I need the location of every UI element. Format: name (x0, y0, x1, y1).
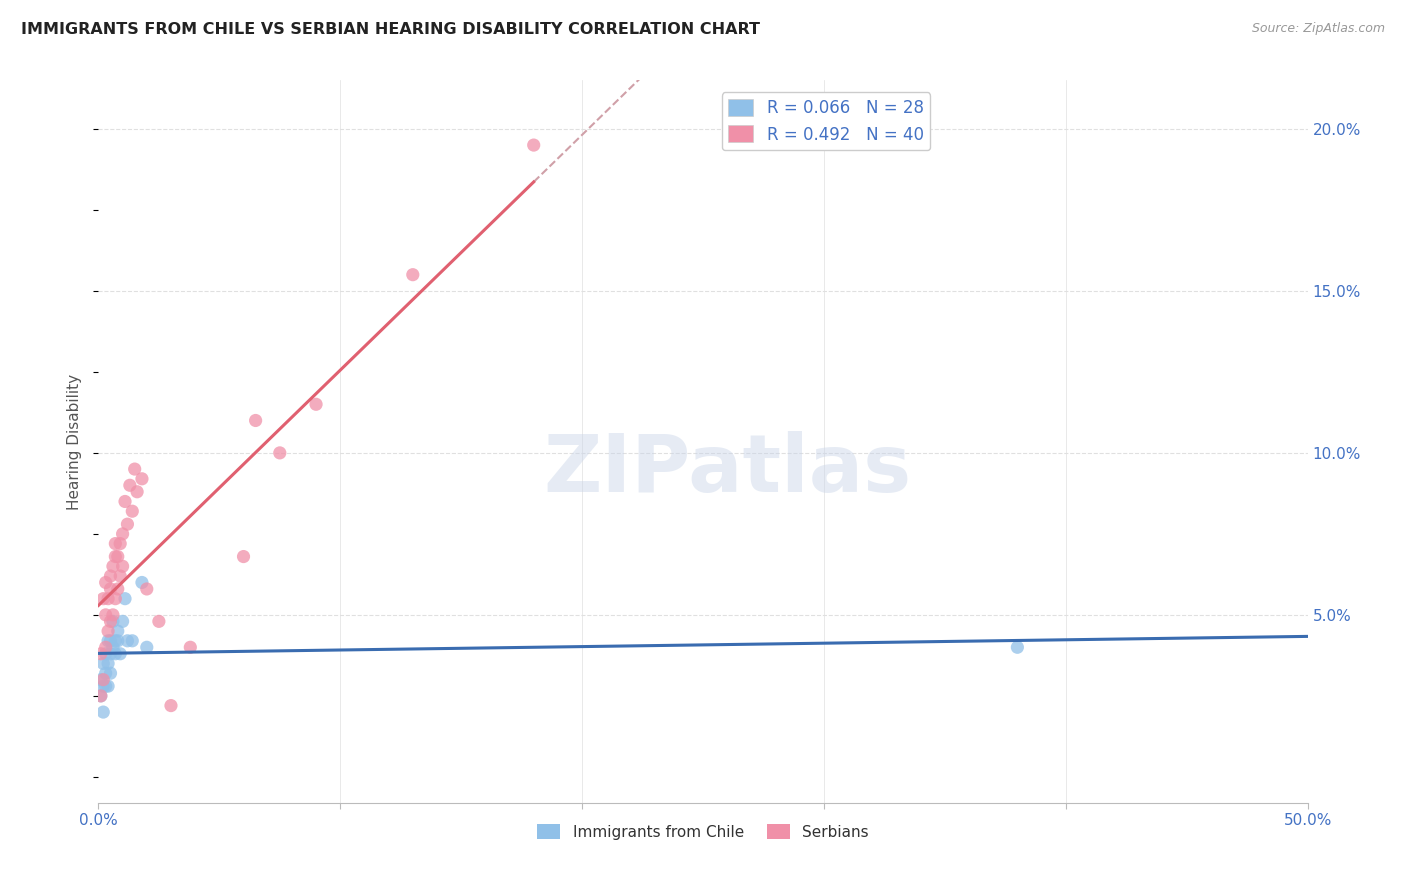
Point (232, 549, 254, 564)
Point (91, 679, 114, 693)
Point (160, 698, 183, 713)
Point (100, 569, 122, 583)
Text: Source: ZipAtlas.com: Source: ZipAtlas.com (1251, 22, 1385, 36)
Point (1007, 640, 1029, 655)
Point (97, 679, 120, 693)
Point (97, 624, 120, 638)
Point (97, 591, 120, 606)
Point (117, 517, 139, 532)
Point (108, 536, 131, 550)
Point (107, 633, 129, 648)
Point (245, 413, 267, 427)
Point (101, 559, 124, 574)
Point (94, 647, 117, 661)
Point (117, 633, 139, 648)
Point (94, 575, 117, 590)
Point (179, 640, 201, 655)
Point (91, 591, 114, 606)
Point (121, 504, 143, 518)
Y-axis label: Hearing Disability: Hearing Disability (67, 374, 83, 509)
Point (97, 657, 120, 671)
Point (94, 607, 117, 622)
Point (100, 666, 122, 681)
Point (90, 647, 112, 661)
Point (101, 607, 124, 622)
Point (107, 582, 129, 596)
Point (94, 679, 117, 693)
Legend: Immigrants from Chile, Serbians: Immigrants from Chile, Serbians (531, 818, 875, 846)
Point (111, 615, 134, 629)
Point (104, 591, 127, 606)
Point (118, 478, 141, 492)
Point (523, 138, 546, 153)
Point (101, 615, 124, 629)
Point (127, 484, 149, 499)
Point (111, 527, 134, 541)
Point (94, 640, 117, 655)
Point (100, 647, 122, 661)
Point (94, 666, 117, 681)
Point (131, 575, 153, 590)
Point (121, 633, 143, 648)
Point (91, 657, 114, 671)
Point (104, 633, 127, 648)
Text: IMMIGRANTS FROM CHILE VS SERBIAN HEARING DISABILITY CORRELATION CHART: IMMIGRANTS FROM CHILE VS SERBIAN HEARING… (21, 22, 761, 37)
Point (100, 582, 122, 596)
Point (114, 591, 136, 606)
Point (100, 633, 122, 648)
Point (97, 633, 120, 648)
Point (305, 397, 328, 411)
Point (269, 446, 291, 460)
Point (107, 549, 129, 564)
Point (90, 689, 112, 703)
Point (124, 462, 146, 476)
Point (108, 569, 131, 583)
Point (104, 549, 127, 564)
Point (104, 647, 127, 661)
Point (90, 689, 112, 703)
Point (101, 640, 124, 655)
Point (100, 615, 122, 629)
Text: ZIPatlas: ZIPatlas (543, 432, 911, 509)
Point (107, 624, 129, 638)
Point (148, 615, 170, 629)
Point (91, 673, 114, 687)
Point (131, 472, 153, 486)
Point (91, 705, 114, 719)
Point (114, 494, 136, 508)
Point (104, 536, 127, 550)
Point (402, 268, 425, 282)
Point (108, 647, 131, 661)
Point (111, 559, 134, 574)
Point (135, 582, 157, 596)
Point (90, 673, 112, 687)
Point (135, 640, 157, 655)
